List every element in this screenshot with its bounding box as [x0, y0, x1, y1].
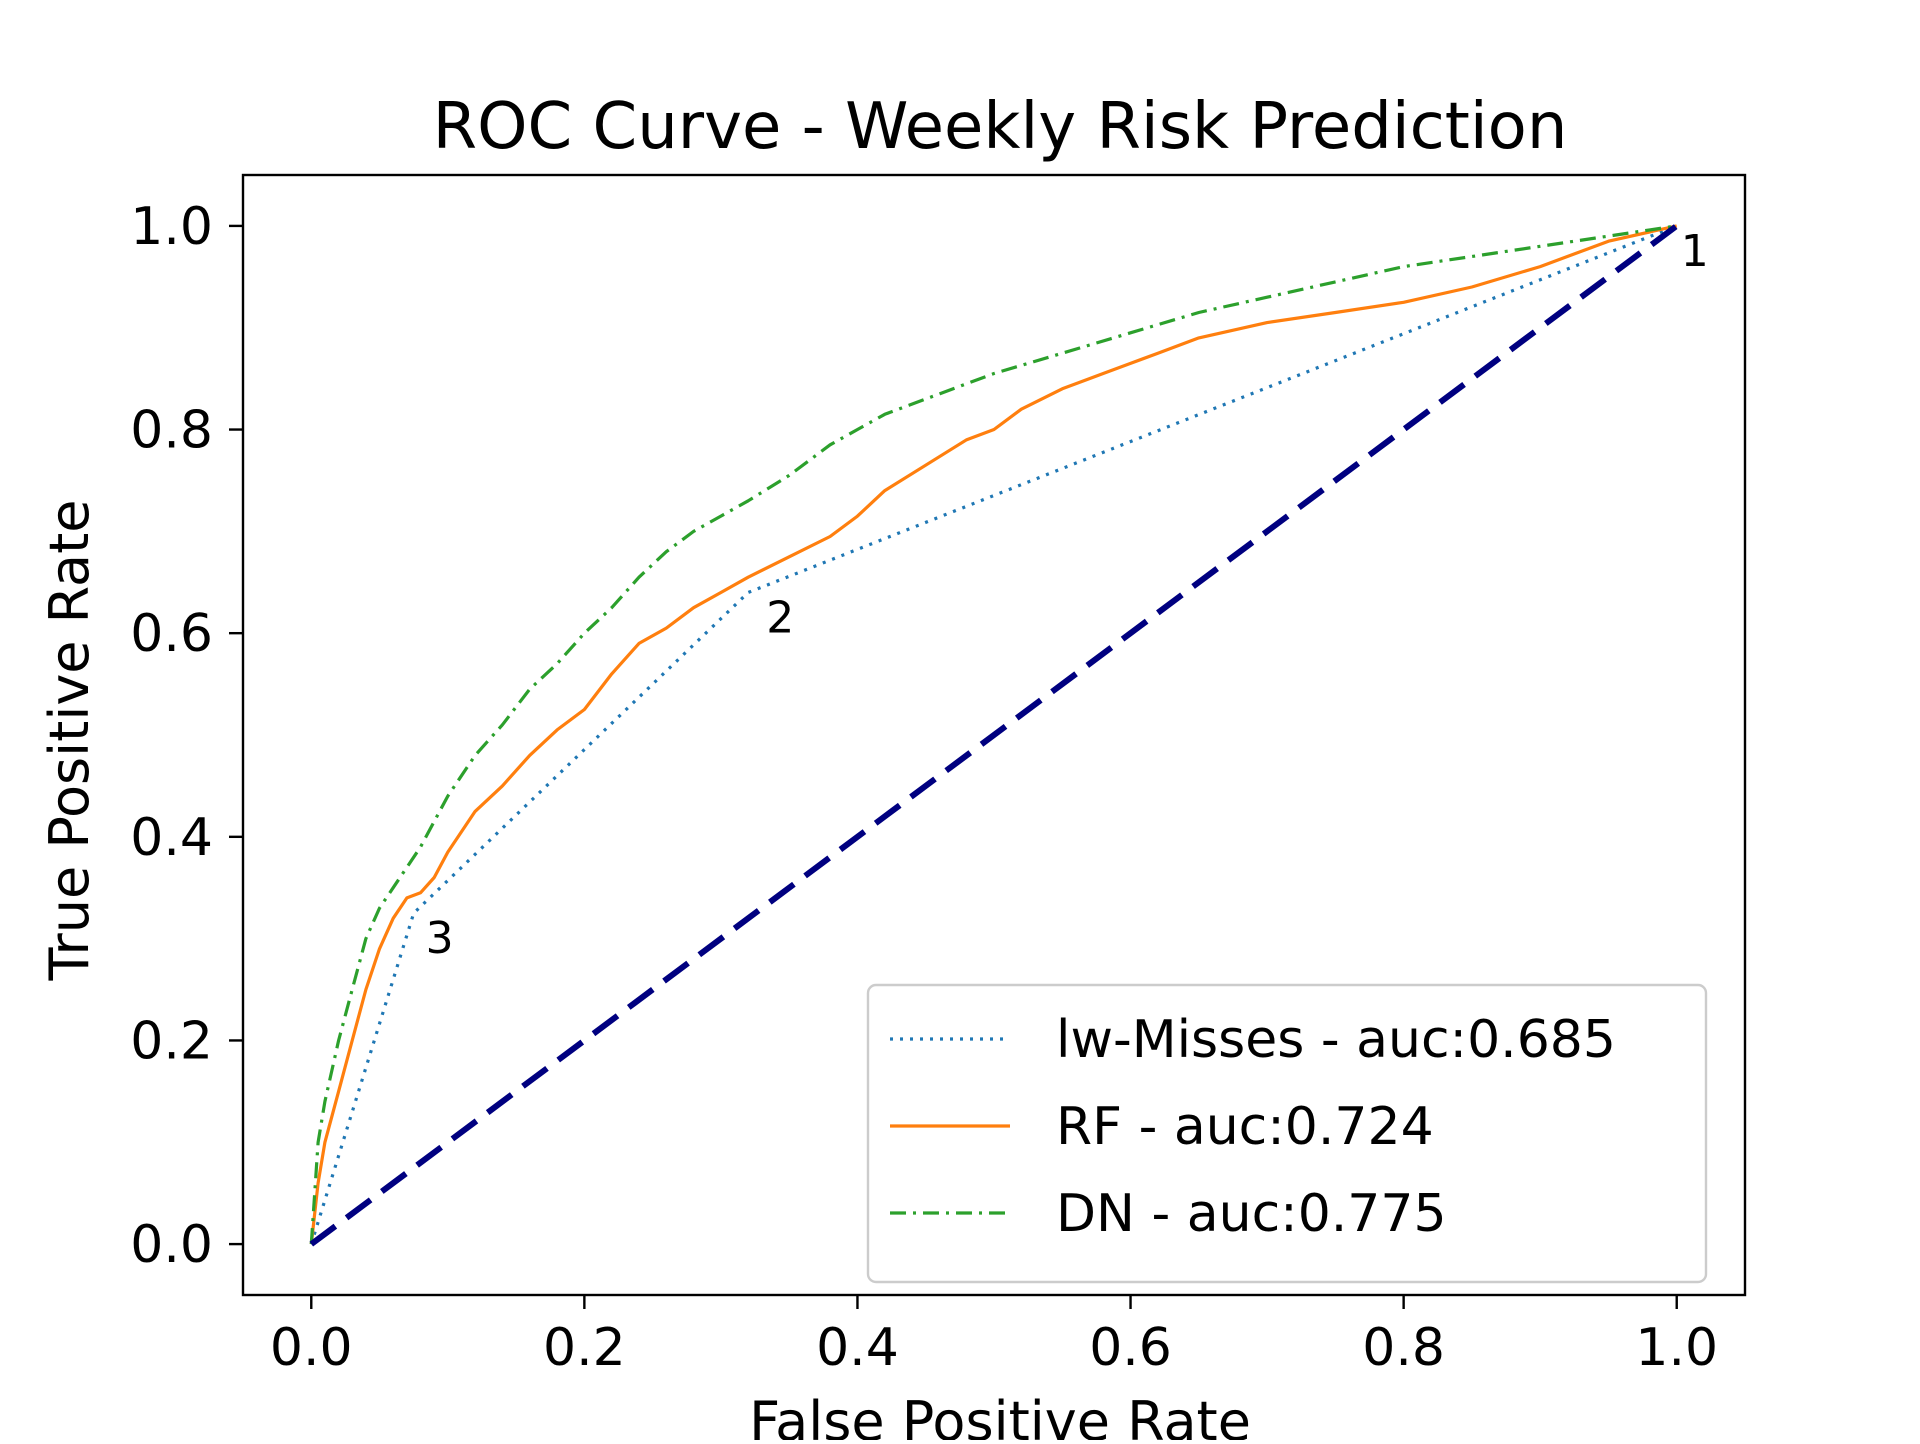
- x-tick-label: 0.8: [1362, 1318, 1445, 1378]
- x-tick-label: 1.0: [1635, 1318, 1718, 1378]
- x-tick-label: 0.4: [816, 1318, 899, 1378]
- legend-label: DN - auc:0.775: [1056, 1184, 1447, 1244]
- chart-title: ROC Curve - Weekly Risk Prediction: [433, 90, 1568, 164]
- y-tick-label: 0.8: [130, 401, 213, 461]
- series-line-2: [309, 224, 1678, 1245]
- y-tick-label: 0.0: [130, 1215, 213, 1275]
- y-tick-label: 0.6: [130, 604, 213, 664]
- point-annotation: 3: [426, 913, 454, 964]
- x-axis-title: False Positive Rate: [749, 1390, 1251, 1440]
- chance-diagonal-line: [309, 223, 1679, 1247]
- y-tick-label: 0.4: [130, 808, 213, 868]
- legend-label: lw-Misses - auc:0.685: [1056, 1010, 1616, 1070]
- legend-label: RF - auc:0.724: [1056, 1097, 1434, 1157]
- legend: lw-Misses - auc:0.685 RF - auc:0.724 DN - …: [866, 983, 1708, 1284]
- legend-box: [866, 983, 1708, 1284]
- y-tick-label: 0.2: [130, 1011, 213, 1071]
- plot-frame: [241, 173, 1747, 1297]
- axes: 0.0 0.2 0.4 0.6 0.8 1.0 0.0 0.2 0.4 0.6 0.8 1.0: [130, 173, 1747, 1378]
- plot-area: 1 2 3: [309, 223, 1709, 1247]
- point-annotation: 2: [766, 592, 794, 643]
- y-axis-title: True Positive Rate: [38, 499, 101, 981]
- series-line-3: [309, 224, 1677, 1245]
- point-annotation: 1: [1681, 226, 1709, 277]
- x-tick-label: 0.2: [543, 1318, 626, 1378]
- y-tick-label: 1.0: [130, 197, 213, 257]
- x-tick-label: 0.0: [270, 1318, 353, 1378]
- x-tick-label: 0.6: [1089, 1318, 1172, 1378]
